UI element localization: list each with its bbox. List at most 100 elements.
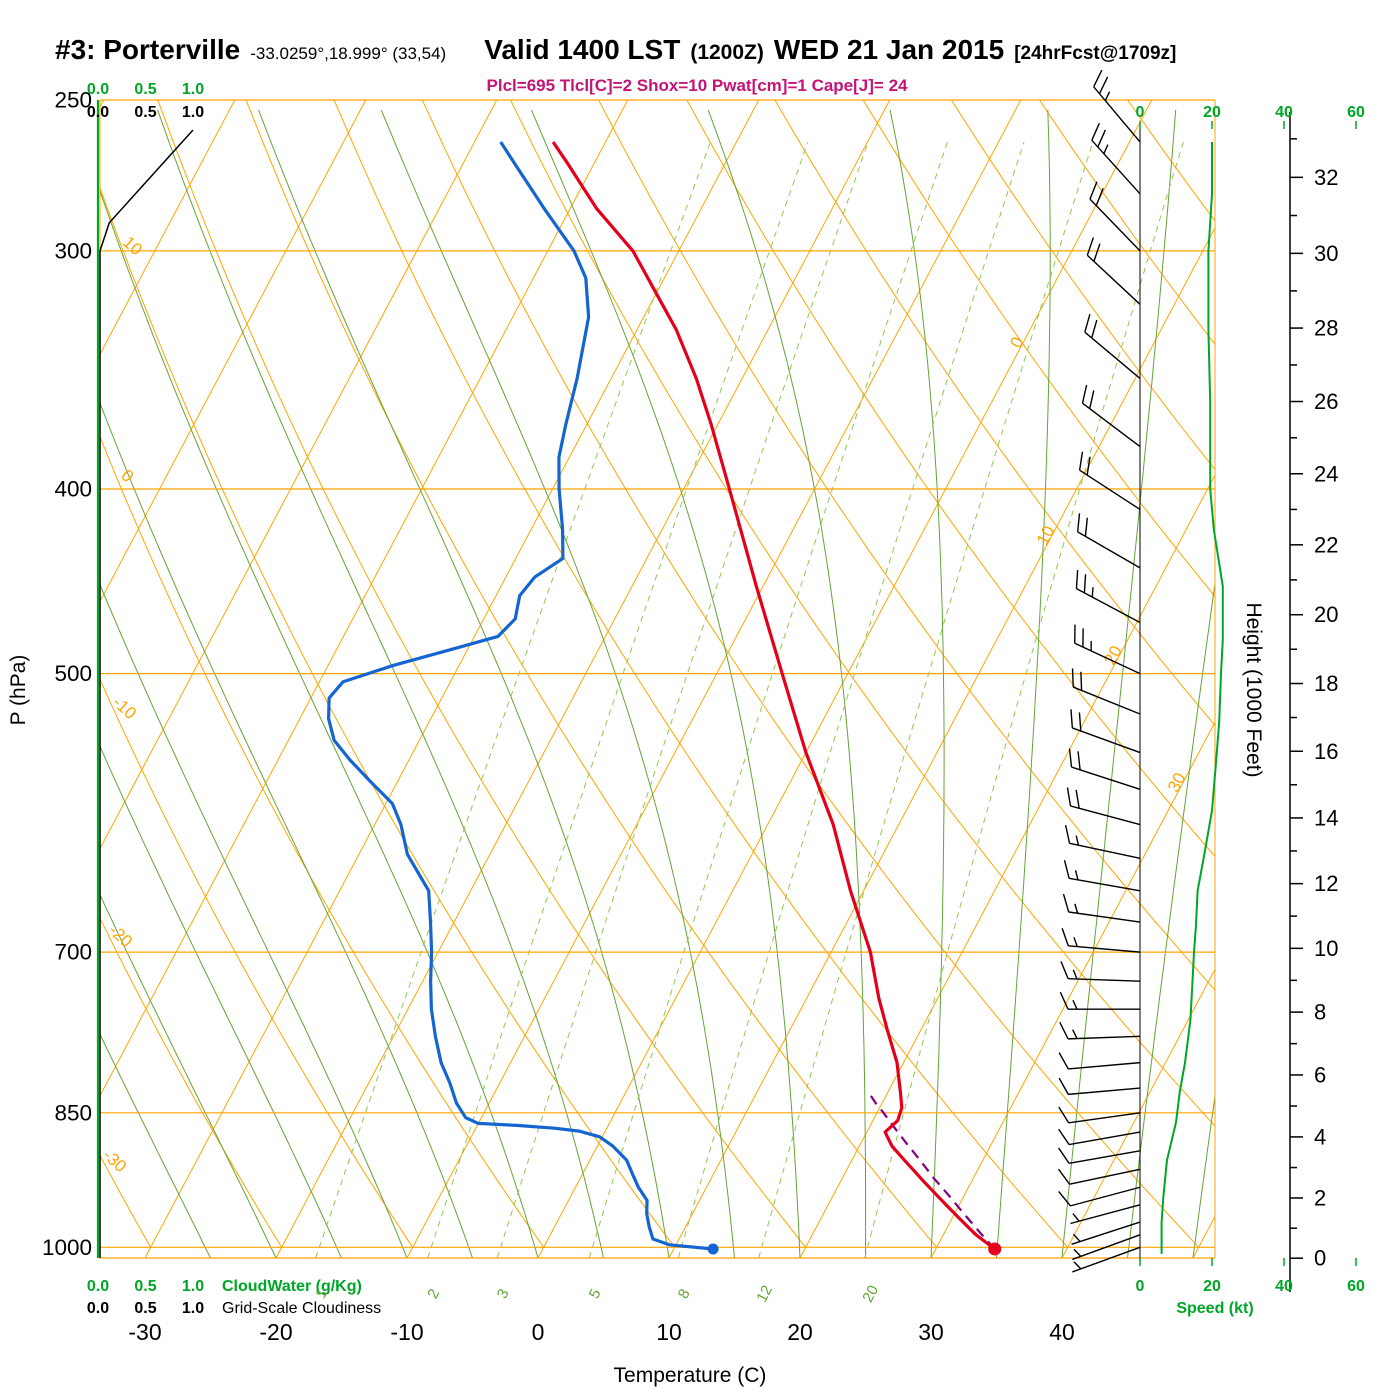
wind-barb-staff [1068,945,1141,953]
dry-adiabat-line [862,100,1215,598]
height-tick-label: 4 [1314,1124,1326,1149]
height-tick-label: 14 [1314,805,1338,830]
wind-barb-feather [1089,390,1095,409]
cloudwater-scale-tick-bottom: 0.5 [134,1278,156,1295]
cloudiness-axis-title: Grid-Scale Cloudiness [222,1300,381,1317]
wind-barb-feather [1093,243,1101,262]
wind-barb-feather [1072,1029,1078,1039]
moist-adiabat-line [1192,1092,1215,1258]
isotherm-line [100,100,629,1097]
wind-barb-staff [1072,1246,1141,1273]
background-lattice [100,100,1215,1258]
cloudwater-scale-tick-bottom: 0.0 [87,1278,109,1295]
temperature-tick-label: -20 [259,1319,292,1345]
pressure-tick-label: 400 [54,476,92,501]
isotherm-line [100,100,367,603]
wind-barb-staff [1076,588,1141,624]
temperature-tick-label: 30 [918,1319,944,1345]
wind-barb-staff [1070,1204,1141,1225]
wind-barb-staff [1068,1150,1141,1165]
height-tick-label: 16 [1314,739,1338,764]
pressure-tick-label: 250 [54,88,92,113]
wind-barb-feather [1058,1052,1069,1070]
wind-barb-feather [1086,456,1091,476]
valid-time-label: Valid 1400 LST [484,34,681,65]
wind-barb-feather [1073,1248,1082,1257]
pressure-tick-label: 850 [54,1100,92,1125]
dry-adiabat-line [333,100,1069,1248]
pressure-axis-title: P (hPa) [7,655,30,726]
sounding-profiles [327,141,996,1251]
dry-adiabat-line [510,100,1215,1127]
temperature-tick-label: 20 [787,1319,813,1345]
isotherm-line [668,226,1215,1258]
moist-adiabat-line [1061,109,1177,1258]
height-tick-label: 0 [1314,1246,1326,1271]
moist-adiabat-line [996,109,1051,1258]
cloudwater-scale-tick-top: 0.5 [134,81,156,98]
temperature-axis-title: Temperature (C) [614,1364,767,1387]
mixing-ratio-line [677,141,1025,1258]
wind-barb-feather [1091,587,1094,598]
wind-barb-staff [1082,402,1141,448]
dry-adiabat-line [598,100,1215,991]
isotherm-lines [100,100,1215,1258]
wind-barb-feather [1091,122,1100,141]
cloudiness-scale-tick-top: 0.0 [87,104,109,121]
mixing-ratio-label: 5 [586,1286,605,1301]
wind-barb-feather [1078,712,1082,732]
isotherm-line [275,100,891,1258]
wind-barb-feather [1057,1168,1071,1185]
dry-adiabat-line [950,100,1215,471]
wind-barb-feather [1072,1213,1080,1222]
isotherm-line [537,100,1153,1258]
height-tick-label: 12 [1314,871,1338,896]
height-tick-label: 2 [1314,1185,1326,1210]
wind-barb-staff [1068,1061,1141,1070]
speed-tick-bottom: 40 [1275,1278,1293,1295]
mixing-ratio-lines [315,141,1184,1258]
surface-temperature-dot [988,1242,1002,1256]
wind-barb-staff [1068,977,1141,982]
wind-barb-staff [1069,1168,1141,1185]
mixing-ratio-label: 8 [675,1286,694,1301]
wind-barb-feather [1072,999,1078,1010]
height-tick-label: 26 [1314,389,1338,414]
height-tick-label: 32 [1314,165,1338,190]
cloud-scales: 0.0 0.5 1.0 0.0 0.5 1.0 0.0 0.5 1.0 0.0 0.5 1.0 Clou… [87,81,381,1317]
wind-barb-feather [1093,69,1103,88]
height-tick-label: 30 [1314,241,1338,266]
wind-barb-feather [1075,569,1079,589]
moist-adiabat-line [100,583,408,1258]
wind-barb-feather [1098,76,1109,94]
height-tick-label: 6 [1314,1062,1326,1087]
height-tick-label: 20 [1314,602,1338,627]
height-tick-label: 10 [1314,936,1338,961]
station-coordinates: -33.0259°,18.999° (33,54) [250,44,447,63]
wind-barb-feather [1080,671,1083,691]
wind-barb-feather [1060,961,1069,979]
dry-adiabat-line [245,100,938,1248]
valid-date-label: WED 21 Jan 2015 [773,34,1005,65]
wind-barb-staff [1093,86,1141,143]
mixing-ratio-line [427,141,809,1258]
height-tick-label: 28 [1314,316,1338,341]
wind-barb-feather [1071,668,1074,688]
wind-barb-feather [1073,937,1078,947]
mixing-ratio-label: 20 [859,1283,882,1306]
wind-barb-staff [1068,1035,1141,1040]
temperature-tick-label: -10 [390,1319,423,1345]
pressure-tick-label: 1000 [42,1235,92,1260]
wind-barb-staff [1079,469,1141,511]
isotherm-line [100,100,236,356]
temperature-tick-label: -30 [128,1319,161,1345]
moist-adiabat-line [889,109,945,1258]
wind-barb-feather [1068,748,1073,768]
temperature-tick-label: 40 [1049,1319,1075,1345]
wind-barb-feather [1058,1106,1070,1124]
speed-tick-top: 20 [1203,104,1221,121]
chart-header: #3: Porterville -33.0259°,18.999° (33,54… [55,34,1176,66]
